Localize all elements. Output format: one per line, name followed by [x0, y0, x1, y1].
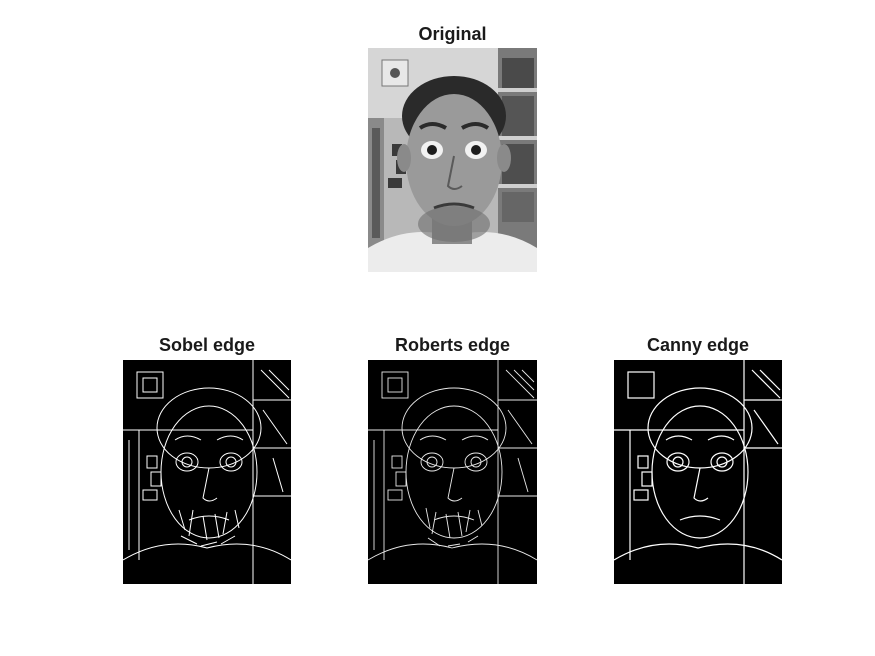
original-image [368, 48, 537, 272]
roberts-edge-map [368, 360, 537, 584]
roberts-panel: Roberts edge [368, 335, 537, 585]
sobel-edge-map [123, 360, 291, 584]
canny-panel: Canny edge [614, 335, 782, 585]
canny-image [614, 360, 782, 584]
roberts-title: Roberts edge [394, 335, 511, 355]
original-photo [368, 48, 537, 272]
sobel-panel: Sobel edge [123, 335, 291, 585]
original-panel: Original [368, 24, 537, 274]
sobel-title: Sobel edge [158, 335, 256, 355]
canny-edge-map [614, 360, 782, 584]
canny-title: Canny edge [646, 335, 750, 355]
original-title: Original [418, 24, 487, 44]
roberts-image [368, 360, 537, 584]
sobel-image [123, 360, 291, 584]
